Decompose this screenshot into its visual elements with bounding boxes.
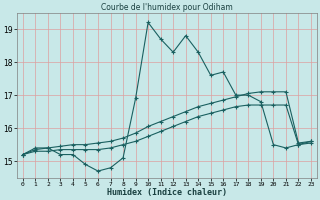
X-axis label: Humidex (Indice chaleur): Humidex (Indice chaleur) [107, 188, 227, 197]
Title: Courbe de l'humidex pour Odiham: Courbe de l'humidex pour Odiham [101, 3, 233, 12]
